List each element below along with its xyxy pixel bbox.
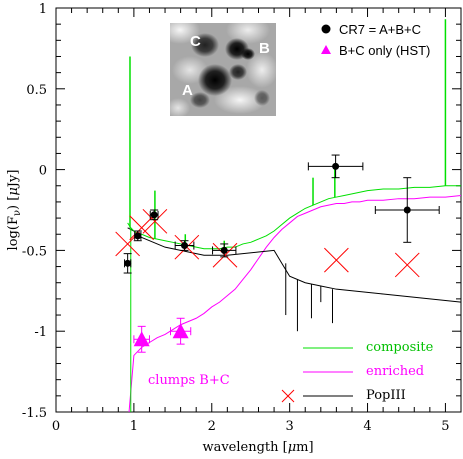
clumps-annotation: clumps B+C (148, 373, 230, 388)
legend-popiii-label: PopIII (366, 388, 406, 403)
x-axis-label: wavelength [μm] (202, 440, 313, 455)
x-tick-label: 1 (130, 419, 138, 434)
y-axis-label: log(Fν) [μJy] (6, 170, 23, 251)
cr7-data-point (123, 253, 132, 274)
inset-label-c: C (190, 33, 201, 50)
legend-enriched-label: enriched (366, 364, 424, 379)
x-tick-labels: 0 1 2 3 4 5 (52, 419, 450, 434)
cr7-data-point (149, 209, 159, 221)
lines-legend: composite enriched PopIII (281, 340, 434, 403)
cr7-data-point (307, 154, 364, 179)
legend-hst-marker (321, 45, 331, 54)
legend-cr7-marker (321, 24, 331, 34)
axis-ticks (55, 7, 462, 413)
y-tick-labels: -1.5 -1 -0.5 0 0.5 1 (22, 2, 47, 421)
cr7-data-point (212, 243, 237, 258)
x-tick-label: 3 (286, 419, 294, 434)
y-tick-label: -0.5 (22, 244, 47, 259)
hst-data-point (169, 317, 192, 345)
y-tick-label: -1 (34, 325, 47, 340)
legend-composite-label: composite (366, 340, 434, 355)
legend-cr7-label: CR7 = A+B+C (339, 22, 421, 37)
popiii-model-cross (212, 242, 238, 268)
x-tick-label: 0 (52, 419, 60, 434)
y-tick-label: 1 (39, 2, 47, 17)
cr7-data-point (374, 177, 440, 243)
legend-hst-label: B+C only (HST) (339, 43, 430, 58)
series-composite-line (127, 185, 461, 250)
y-tick-label: 0.5 (26, 83, 47, 98)
points-legend: CR7 = A+B+C B+C only (HST) (321, 22, 430, 58)
x-tick-label: 5 (441, 419, 449, 434)
popiii-model-cross (324, 247, 349, 273)
popiii-model-cross (129, 215, 155, 241)
cr7-data-point (174, 240, 195, 251)
legend-popiii-cross (281, 389, 295, 403)
popiii-model-cross (142, 208, 168, 234)
cr7-data-point (133, 230, 142, 242)
popiii-model-cross (394, 252, 420, 278)
hst-data-point (133, 325, 150, 353)
inset-image: C B A (170, 23, 276, 116)
data-markers (115, 154, 440, 353)
series-popiii-line (127, 227, 461, 303)
y-tick-label: 0 (39, 164, 47, 179)
inset-label-b: B (259, 40, 270, 57)
y-tick-label: -1.5 (22, 406, 47, 421)
inset-label-a: A (182, 82, 193, 99)
x-tick-label: 4 (363, 419, 371, 434)
series-enriched-line (128, 194, 461, 412)
series-layer (127, 185, 461, 412)
x-tick-label: 2 (208, 419, 216, 434)
